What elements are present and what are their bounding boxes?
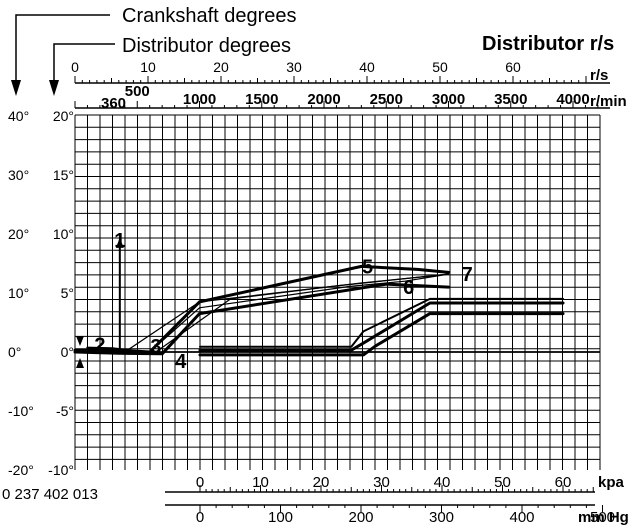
marker-360-arrowhead — [115, 237, 124, 248]
point-label: 1 — [114, 230, 125, 252]
crank-leader-line — [15, 14, 110, 86]
point-label: 6 — [403, 277, 414, 299]
curve-thin-c — [149, 273, 450, 353]
marker-360-arrow — [76, 237, 124, 368]
distributor-tick-label: 20° — [53, 108, 74, 124]
rs-tick-label: 30 — [286, 59, 302, 75]
distributor-tick-label: 10° — [53, 226, 74, 242]
rpm-tick-label: 2000 — [307, 91, 340, 108]
distributor-rs-label: Distributor r/s — [482, 33, 614, 55]
rs-tick-label: 40 — [359, 59, 375, 75]
rpm-tick-label: 3500 — [494, 91, 527, 108]
part-number: 0 237 402 013 — [2, 486, 98, 503]
crank-axis-labels: 40° 30° 20° 10° 0° -10° -20° — [8, 108, 34, 478]
mmhg-tick-label: 500 — [590, 509, 615, 526]
crankshaft-degrees-label: Crankshaft degrees — [122, 5, 297, 27]
crank-tick-label: 0° — [8, 344, 21, 360]
distributor-degrees-label: Distributor degrees — [122, 35, 291, 57]
crank-tick-label: 20° — [8, 226, 29, 242]
point-labels: 1 2 34 5 6 7 — [94, 230, 472, 373]
rpm-unit-label: r/min — [590, 93, 627, 110]
advance-curves — [73, 264, 565, 357]
crank-tick-label: -20° — [8, 462, 34, 478]
rpm-tick-label: 4000 — [556, 91, 589, 108]
rpm-tick-label: 2500 — [370, 91, 403, 108]
rpm-scale: 500 1000 1500 2000 2500 3000 3500 4000 — [74, 83, 610, 109]
mmhg-tick-label: 0 — [196, 509, 204, 526]
rs-tick-label: 0 — [71, 59, 79, 75]
kpa-tick-label: 0 — [196, 474, 204, 491]
dist-leader-line — [53, 43, 115, 86]
point-label: 4 — [175, 351, 187, 373]
kpa-tick-label: 60 — [555, 474, 572, 491]
kpa-tick-label: 40 — [434, 474, 451, 491]
curve-segment-2 — [86, 346, 145, 354]
zero-pointer-down — [76, 336, 84, 346]
rpm-tick-label: 500 — [125, 83, 150, 100]
kpa-tick-label: 50 — [494, 474, 511, 491]
mmhg-tick-label: 300 — [429, 509, 454, 526]
rpm-tick-label: 1000 — [183, 91, 216, 108]
curve-lower — [198, 312, 565, 357]
zero-pointer-up — [76, 358, 84, 368]
marker-360-label: 360 — [101, 95, 126, 112]
curve-thin-b — [155, 273, 450, 353]
distributor-tick-label: -10° — [48, 462, 74, 478]
mmhg-scale: 0 100 200 300 400 500 — [165, 504, 615, 526]
curve-middle — [199, 297, 564, 348]
kpa-unit-label: kpa — [598, 474, 625, 491]
rpm-tick-label: 1500 — [245, 91, 278, 108]
rs-tick-label: 60 — [505, 59, 521, 75]
kpa-tick-label: 10 — [252, 474, 269, 491]
distributor-tick-label: 15° — [53, 167, 74, 183]
point-label: 5 — [362, 256, 373, 278]
distributor-tick-label: 0° — [61, 344, 74, 360]
point-label: 2 — [94, 334, 105, 356]
rpm-tick-label: 3000 — [432, 91, 465, 108]
rs-tick-label: 20 — [213, 59, 229, 75]
crank-tick-label: 40° — [8, 108, 29, 124]
rs-tick-label: 50 — [432, 59, 448, 75]
dist-leader-arrowhead — [49, 80, 59, 96]
kpa-scale: 0 10 20 30 40 50 60 — [165, 474, 595, 493]
rs-tick-label: 10 — [140, 59, 156, 75]
kpa-tick-label: 20 — [313, 474, 330, 491]
curve-upper — [198, 301, 565, 352]
kpa-tick-label: 30 — [373, 474, 390, 491]
rs-scale: 0 10 20 30 40 50 60 — [71, 59, 610, 84]
mmhg-tick-label: 100 — [268, 509, 293, 526]
crank-tick-label: 10° — [8, 285, 29, 301]
crank-leader-arrowhead — [11, 80, 21, 96]
crank-tick-label: -10° — [8, 403, 34, 419]
distributor-tick-label: 5° — [61, 285, 74, 301]
mmhg-tick-label: 200 — [348, 509, 373, 526]
mmhg-unit-label: mm Hg — [578, 509, 629, 526]
crank-tick-label: 30° — [8, 167, 29, 183]
distributor-axis-labels: 20° 15° 10° 5° 0° -5° -10° — [48, 108, 74, 478]
rs-unit-label: r/s — [590, 67, 608, 84]
point-label: 7 — [462, 264, 473, 286]
mmhg-tick-label: 400 — [509, 509, 534, 526]
distributor-tick-label: -5° — [56, 403, 74, 419]
point-label: 3 — [150, 336, 161, 358]
chart-grid — [74, 114, 601, 470]
